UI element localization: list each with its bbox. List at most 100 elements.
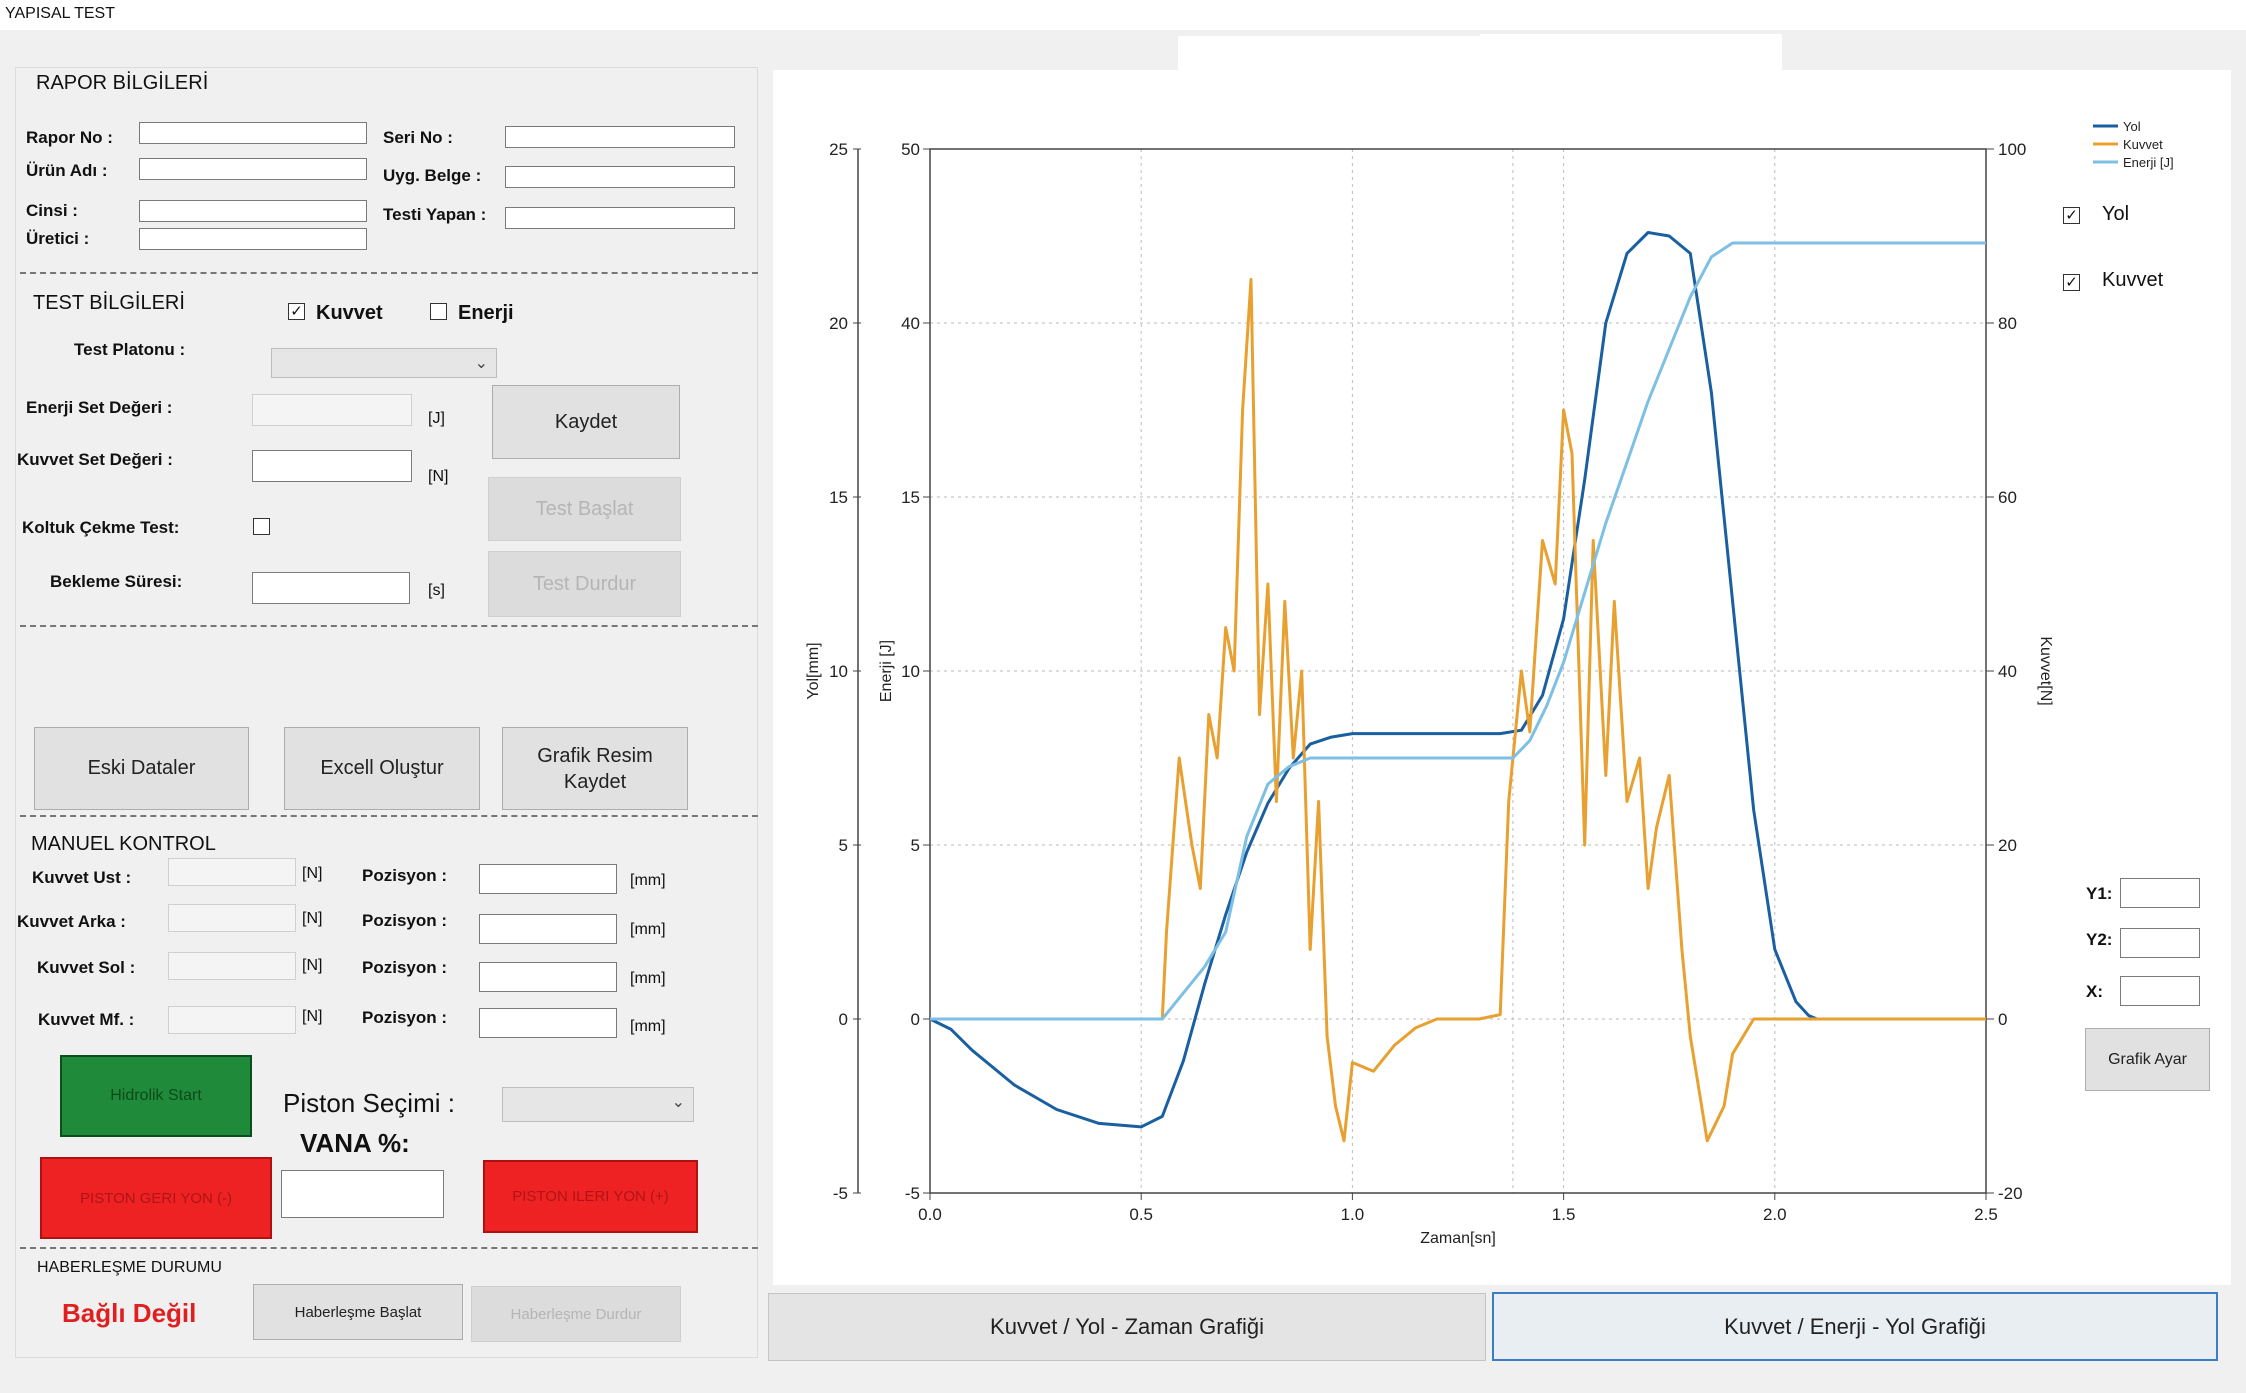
- force-back-label: Kuvvet Arka :: [17, 912, 126, 931]
- comm-status: Bağlı Değil: [62, 1298, 197, 1328]
- serial-no-label: Seri No :: [383, 128, 453, 147]
- force-left-input[interactable]: [168, 952, 296, 980]
- create-excel-button[interactable]: Excell Oluştur: [284, 727, 480, 810]
- position-3-unit: [mm]: [630, 970, 666, 987]
- kuvvet-checkbox[interactable]: ✓: [288, 303, 305, 320]
- position-1-input[interactable]: [479, 864, 617, 894]
- chart-legend: Yol Kuvvet Enerji [J]: [2093, 119, 2174, 170]
- kuvvet-axis-label: Kuvvet[N]: [2037, 636, 2054, 705]
- force-top-input[interactable]: [168, 858, 296, 886]
- report-header: RAPOR BİLGİLERİ: [36, 72, 209, 94]
- energy-unit: [J]: [428, 410, 445, 427]
- kuvvet-line: [930, 278, 1986, 1143]
- legend-label: Yol: [2123, 119, 2141, 134]
- start-test-button[interactable]: Test Başlat: [488, 477, 681, 541]
- comm-header: HABERLEŞME DURUMU: [37, 1259, 222, 1276]
- old-data-button[interactable]: Eski Dataler: [34, 727, 249, 810]
- type-input[interactable]: [139, 200, 367, 222]
- type-label: Cinsi :: [26, 201, 78, 220]
- position-3-input[interactable]: [479, 962, 617, 992]
- start-comm-button[interactable]: Haberleşme Başlat: [253, 1284, 463, 1340]
- hydraulic-start-button[interactable]: Hidrolik Start: [60, 1055, 252, 1137]
- energy-set-label: Enerji Set Değeri :: [26, 398, 173, 417]
- position-4-unit: [mm]: [630, 1018, 666, 1035]
- x-tick-label: 1.5: [1552, 1205, 1576, 1224]
- left-panel: [15, 67, 758, 1358]
- kuvvet-checkbox-label: Kuvvet: [316, 302, 383, 324]
- enerji-checkbox[interactable]: [430, 303, 447, 320]
- enerji-tick-label: 15: [901, 488, 920, 507]
- wait-time-input[interactable]: [252, 572, 410, 604]
- product-name-input[interactable]: [139, 158, 367, 180]
- piston-forward-button[interactable]: PISTON ILERI YON (+): [483, 1160, 698, 1233]
- chart-tab-strip: [1480, 34, 1782, 70]
- stop-test-button[interactable]: Test Durdur: [488, 551, 681, 617]
- kuvvet-graph-checkbox[interactable]: ✓: [2063, 274, 2080, 291]
- piston-back-button[interactable]: PISTON GERI YON (-): [40, 1157, 272, 1239]
- force-mf-input[interactable]: [168, 1006, 296, 1034]
- yol-graph-label: Yol: [2102, 203, 2130, 225]
- force-top-label: Kuvvet Ust :: [32, 868, 132, 887]
- divider: [20, 815, 758, 817]
- divider: [20, 272, 758, 274]
- seat-pull-test-checkbox[interactable]: [253, 518, 270, 535]
- energy-set-input[interactable]: [252, 394, 412, 426]
- yol-tick-label: 25: [829, 140, 848, 159]
- x-axis-label: Zaman[sn]: [1420, 1230, 1496, 1247]
- seat-pull-test-label: Koltuk Çekme Test:: [22, 518, 180, 537]
- product-name-label: Ürün Adı :: [26, 161, 108, 180]
- force-left-label: Kuvvet Sol :: [37, 958, 136, 977]
- enerji-line: [930, 241, 1986, 1021]
- legend-label: Kuvvet: [2123, 137, 2163, 152]
- report-no-label: Rapor No :: [26, 128, 113, 147]
- enerji-tick-label: 5: [911, 836, 920, 855]
- stop-comm-button[interactable]: Haberleşme Durdur: [471, 1286, 681, 1342]
- kuvvet-tick-label: 60: [1998, 488, 2017, 507]
- window-title: YAPISAL TEST: [5, 5, 115, 22]
- tab-force-path-time[interactable]: Kuvvet / Yol - Zaman Grafiği: [768, 1293, 1486, 1361]
- x-input[interactable]: [2120, 976, 2200, 1006]
- chart-grid: [930, 149, 1986, 1193]
- chart-tab-strip: [1178, 36, 1480, 70]
- yol-graph-checkbox[interactable]: ✓: [2063, 207, 2080, 224]
- serial-no-input[interactable]: [505, 126, 735, 148]
- wait-unit: [s]: [428, 582, 445, 599]
- piston-select-dropdown[interactable]: ⌄: [502, 1087, 694, 1122]
- test-platform-dropdown[interactable]: ⌄: [271, 348, 497, 378]
- chart-panel: [773, 70, 2231, 1285]
- tester-label: Testi Yapan :: [383, 205, 487, 224]
- manufacturer-label: Üretici :: [26, 229, 90, 248]
- position-2-input[interactable]: [479, 914, 617, 944]
- window-titlebar: YAPISAL TEST: [0, 0, 2246, 30]
- graph-settings-button[interactable]: Grafik Ayar: [2085, 1028, 2210, 1091]
- force-mf-label: Kuvvet Mf. :: [38, 1010, 135, 1029]
- force-set-label: Kuvvet Set Değeri :: [17, 450, 173, 469]
- tab-force-energy-path[interactable]: Kuvvet / Enerji - Yol Grafiği: [1492, 1292, 2218, 1361]
- save-button[interactable]: Kaydet: [492, 385, 680, 459]
- y2-input[interactable]: [2120, 928, 2200, 958]
- manual-control-header: MANUEL KONTROL: [31, 833, 216, 855]
- kuvvet-tick-label: 100: [1998, 140, 2026, 159]
- test-header: TEST BİLGİLERİ: [33, 292, 185, 314]
- kuvvet-graph-label: Kuvvet: [2102, 269, 2164, 291]
- force-set-input[interactable]: [252, 450, 412, 482]
- enerji-tick-label: 0: [911, 1010, 920, 1029]
- position-4-input[interactable]: [479, 1008, 617, 1038]
- divider: [20, 625, 758, 627]
- yol-tick-label: 5: [839, 836, 848, 855]
- valve-input[interactable]: [281, 1170, 444, 1218]
- yol-tick-label: 0: [839, 1010, 848, 1029]
- tester-input[interactable]: [505, 207, 735, 229]
- chart-series: [929, 231, 1986, 1143]
- position-2-label: Pozisyon :: [362, 911, 448, 930]
- position-2-unit: [mm]: [630, 921, 666, 938]
- test-platform-label: Test Platonu :: [74, 340, 186, 359]
- y1-input[interactable]: [2120, 878, 2200, 908]
- yol-tick-label: 15: [829, 488, 848, 507]
- manufacturer-input[interactable]: [139, 228, 367, 250]
- app-document-input[interactable]: [505, 166, 735, 188]
- force-back-input[interactable]: [168, 904, 296, 932]
- piston-select-label: Piston Seçimi :: [283, 1088, 455, 1118]
- report-no-input[interactable]: [139, 122, 367, 144]
- save-graph-image-button[interactable]: Grafik Resim Kaydet: [502, 727, 688, 810]
